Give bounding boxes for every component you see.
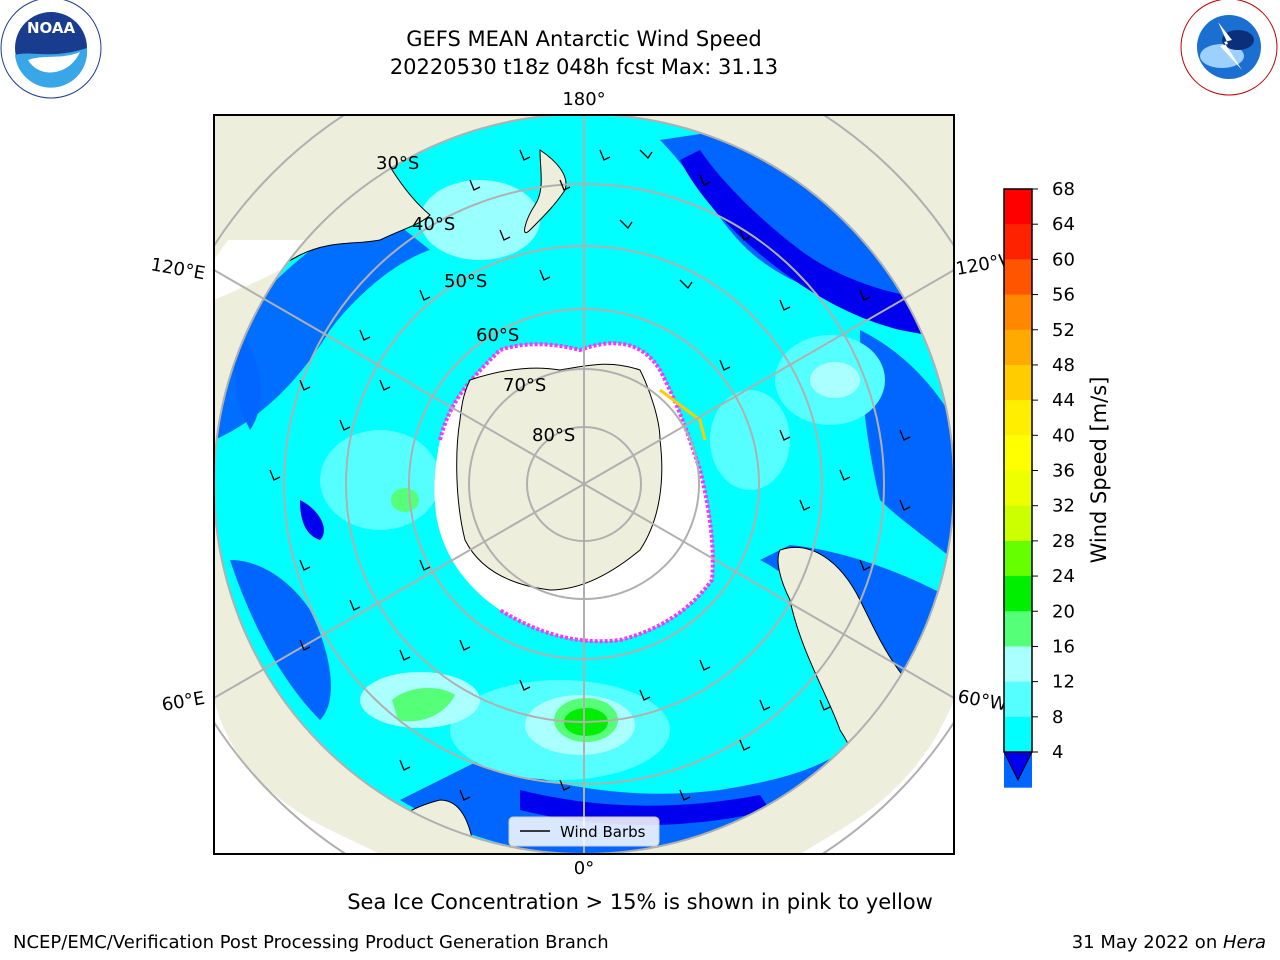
title-line-1: GEFS MEAN Antarctic Wind Speed xyxy=(406,27,762,51)
sea-ice-note: Sea Ice Concentration > 15% is shown in … xyxy=(347,890,933,914)
nws-logo xyxy=(1180,0,1278,96)
colorbar-tick-label: 68 xyxy=(1052,179,1075,200)
lat-label-70: 70°S xyxy=(503,375,546,396)
noaa-logo-text: NOAA xyxy=(27,19,76,37)
colorbar-tick-label: 36 xyxy=(1052,461,1075,482)
colorbar-segment xyxy=(1004,505,1032,542)
map-plot-area: 30°S 40°S 50°S 60°S 70°S 80°S xyxy=(214,115,954,854)
colorbar-segment xyxy=(1004,294,1032,331)
colorbar-segment xyxy=(1004,681,1032,718)
colorbar-tick-label: 60 xyxy=(1052,249,1075,270)
colorbar-tick-label: 4 xyxy=(1052,742,1063,763)
colorbar-tick-label: 48 xyxy=(1052,355,1075,376)
lat-label-30: 30°S xyxy=(376,153,419,174)
lon-label-60w: 60°W xyxy=(956,686,1009,715)
colorbar-tick-label: 16 xyxy=(1052,636,1075,657)
colorbar-segment xyxy=(1004,400,1032,436)
lat-label-50: 50°S xyxy=(444,271,487,292)
colorbar-segment xyxy=(1004,646,1032,683)
colorbar-tick-label: 64 xyxy=(1052,214,1075,235)
latitude-labels: 30°S 40°S 50°S 60°S 70°S 80°S xyxy=(376,153,575,446)
footer-branch: NCEP/EMC/Verification Post Processing Pr… xyxy=(13,932,609,953)
footer-date-text: 31 May 2022 on xyxy=(1071,932,1223,953)
lat-label-40: 40°S xyxy=(412,214,455,235)
colorbar-tick-label: 56 xyxy=(1052,285,1075,306)
lon-label-0: 0° xyxy=(574,858,594,879)
lat-label-60: 60°S xyxy=(476,325,519,346)
legend: Wind Barbs xyxy=(508,816,660,847)
colorbar-tick-label: 32 xyxy=(1052,496,1075,517)
colorbar-segment xyxy=(1004,611,1032,647)
colorbar: 68 64 60 56 52 48 44 40 36 32 28 24 20 16 12 8 4 Wind Sp… xyxy=(1003,179,1111,788)
lon-label-180: 180° xyxy=(562,89,605,110)
colorbar-label: Wind Speed [m/s] xyxy=(1087,377,1111,564)
colorbar-tick-label: 24 xyxy=(1052,566,1075,587)
lon-label-120e: 120°E xyxy=(149,254,207,284)
noaa-logo: NOAA xyxy=(0,0,102,99)
legend-label: Wind Barbs xyxy=(560,823,646,841)
outside-disc-white xyxy=(214,240,380,300)
colorbar-segment xyxy=(1004,189,1032,225)
colorbar-segment xyxy=(1004,364,1032,401)
colorbar-segment xyxy=(1004,716,1032,753)
colorbar-tick-label: 8 xyxy=(1052,707,1063,728)
map-frame xyxy=(213,114,955,855)
colorbar-segment xyxy=(1004,435,1032,471)
lat-label-80: 80°S xyxy=(532,425,575,446)
colorbar-segment xyxy=(1004,224,1032,260)
colorbar-tick-label: 44 xyxy=(1052,390,1075,411)
colorbar-tick-label: 28 xyxy=(1052,531,1075,552)
colorbar-tick-label: 20 xyxy=(1052,601,1075,622)
colorbar-segment xyxy=(1004,259,1032,296)
longitude-lines xyxy=(214,115,954,854)
footer-host: Hera xyxy=(1222,932,1266,953)
colorbar-segment xyxy=(1004,540,1032,577)
colorbar-segment xyxy=(1004,576,1032,612)
footer-date: 31 May 2022 on Hera xyxy=(1072,932,1266,953)
colorbar-tick-label: 12 xyxy=(1052,672,1075,693)
colorbar-tick-label: 40 xyxy=(1052,425,1075,446)
title-line-2: 20220530 t18z 048h fcst Max: 31.13 xyxy=(389,55,779,79)
lon-label-60e: 60°E xyxy=(160,688,206,716)
colorbar-segment xyxy=(1004,329,1032,366)
colorbar-tick-label: 52 xyxy=(1052,320,1075,341)
colorbar-segment xyxy=(1004,470,1032,507)
wind-barbs xyxy=(269,149,911,801)
